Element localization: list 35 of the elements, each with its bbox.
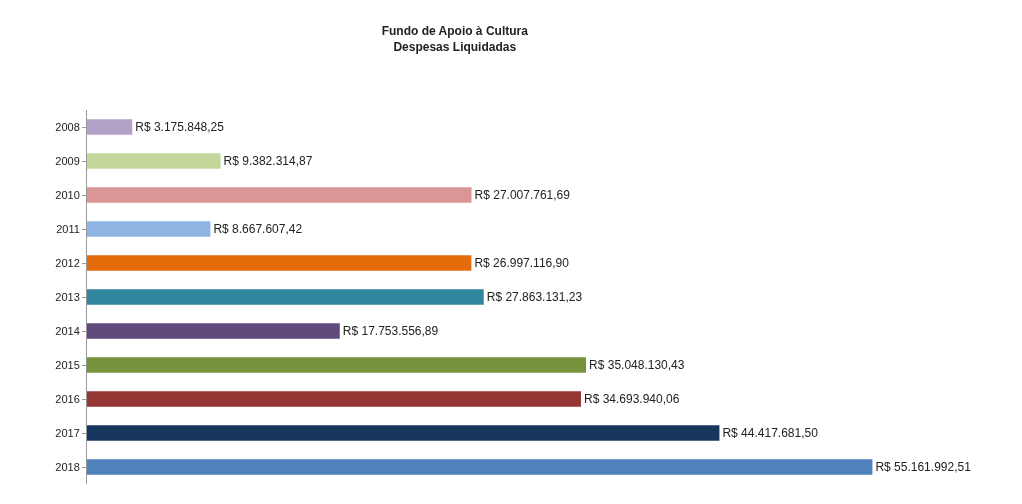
y-tick-label: 2008 — [55, 120, 80, 133]
bar — [87, 289, 484, 305]
data-label: R$ 26.997.116,90 — [474, 256, 570, 270]
y-tick-label: 2016 — [55, 392, 80, 405]
y-tick-label: 2017 — [55, 426, 80, 439]
bar — [87, 255, 472, 271]
data-label: R$ 44.417.681,50 — [722, 426, 819, 440]
data-label: R$ 9.382.314,87 — [223, 154, 313, 168]
bar — [87, 323, 340, 339]
chart-subtitle: Despesas Liquidadas — [393, 39, 517, 54]
y-tick-label: 2012 — [55, 256, 80, 269]
y-tick-label: 2014 — [55, 324, 80, 337]
bar — [87, 391, 581, 407]
bar — [87, 187, 472, 203]
data-label: R$ 34.693.940,06 — [583, 392, 680, 406]
data-label: R$ 27.863.131,23 — [486, 290, 583, 304]
bar — [87, 459, 873, 475]
data-label: R$ 35.048.130,43 — [589, 358, 685, 372]
data-label: R$ 17.753.556,89 — [342, 324, 439, 338]
y-tick-label: 2010 — [55, 188, 80, 201]
bar — [87, 119, 133, 135]
data-label: R$ 27.007.761,69 — [474, 188, 571, 202]
y-tick-label: 2018 — [55, 460, 80, 473]
y-tick-label: 2013 — [55, 290, 80, 303]
bar — [87, 153, 221, 169]
data-label: R$ 55.161.992,51 — [875, 460, 972, 474]
y-tick-label: 2011 — [56, 222, 80, 235]
bar — [87, 357, 587, 373]
y-tick-label: 2015 — [55, 358, 80, 371]
bar — [87, 425, 720, 441]
bar — [87, 221, 211, 237]
data-label: R$ 3.175.848,25 — [135, 120, 225, 134]
y-tick-label: 2009 — [55, 154, 80, 167]
chart-title: Fundo de Apoio à Cultura — [381, 24, 529, 39]
data-label: R$ 8.667.607,42 — [213, 222, 303, 236]
